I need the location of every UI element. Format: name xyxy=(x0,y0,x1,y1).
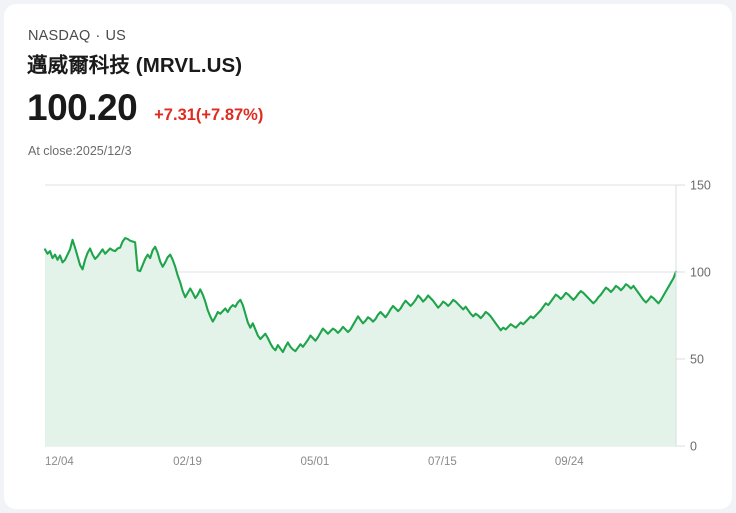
price-change: +7.31(+7.87%) xyxy=(154,106,264,124)
x-axis-tick-label: 05/01 xyxy=(301,456,330,468)
price-chart[interactable]: 150 100 50 0 12/04 02/19 05/01 07/15 09/24 xyxy=(4,169,732,479)
chart-y-axis-labels: 150 100 50 0 xyxy=(690,179,711,454)
exchange-region-line: NASDAQ · US xyxy=(28,28,126,44)
y-axis-tick-label: 50 xyxy=(690,353,704,367)
x-axis-tick-label: 02/19 xyxy=(173,456,202,468)
x-axis-tick-label: 12/04 xyxy=(45,456,74,468)
separator-dot: · xyxy=(95,28,101,44)
y-axis-tick-label: 150 xyxy=(690,179,711,193)
exchange-label: NASDAQ xyxy=(28,28,91,44)
page-title: 邁威爾科技 (MRVL.US) xyxy=(27,54,243,77)
chart-y-ticks xyxy=(675,184,685,447)
stock-quote-card: NASDAQ · US 邁威爾科技 (MRVL.US) 100.20 +7.31(+… xyxy=(4,4,732,509)
chart-area-fill xyxy=(45,238,676,446)
session-status: At close:2025/12/3 xyxy=(28,144,132,158)
last-price: 100.20 xyxy=(27,87,138,128)
price-row: 100.20 +7.31(+7.87%) xyxy=(27,89,263,126)
y-axis-tick-label: 0 xyxy=(690,440,697,454)
y-axis-tick-label: 100 xyxy=(690,266,711,280)
price-chart-svg: 150 100 50 0 12/04 02/19 05/01 07/15 09/24 xyxy=(43,179,711,468)
region-label: US xyxy=(105,28,127,44)
x-axis-tick-label: 09/24 xyxy=(555,456,584,468)
chart-line-series xyxy=(43,237,678,354)
chart-x-axis-labels: 12/04 02/19 05/01 07/15 09/24 xyxy=(45,456,584,468)
x-axis-tick-label: 07/15 xyxy=(428,456,457,468)
